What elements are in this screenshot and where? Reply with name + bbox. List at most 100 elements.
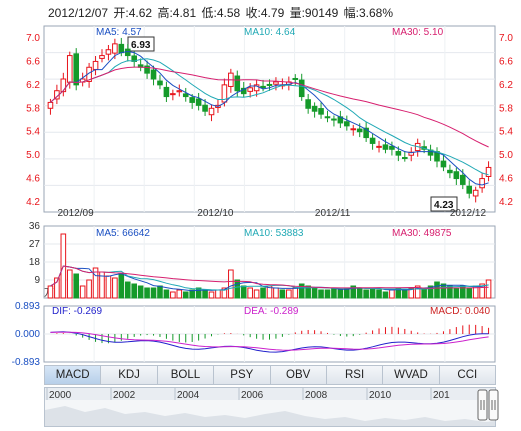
- price-ytick-right: 4.2: [499, 197, 513, 208]
- stock-chart[interactable]: MA5: 4.57 MA10: 4.64 MA30: 5.10 MA5: 666…: [0, 0, 521, 365]
- volume-bar: [318, 289, 324, 299]
- price-ytick-left: 4.6: [26, 174, 40, 185]
- price-ytick-left: 6.2: [26, 80, 40, 91]
- price-ytick-right: 6.6: [499, 56, 513, 67]
- price-ma5-line: [50, 50, 489, 186]
- price-ma5-label: MA5: 4.57: [96, 27, 142, 38]
- price-ytick-left: 5.8: [26, 103, 40, 114]
- volume-moving-averages: [50, 265, 489, 292]
- dif-label: DIF: -0.269: [52, 306, 102, 317]
- price-ytick-left: 7.0: [26, 33, 40, 44]
- timeline-year-label: 2008: [305, 390, 328, 401]
- vol-ytick: 9: [34, 275, 40, 286]
- volume-bar: [324, 289, 331, 299]
- timeline-svg: 2000 2002 2004 2006 2008 2010 201: [45, 388, 495, 426]
- quote-volume: 量:90149: [289, 6, 339, 20]
- vol-ytick: 18: [29, 257, 41, 268]
- volume-bar: [434, 281, 440, 299]
- volume-bar: [311, 287, 318, 299]
- vol-ma30-line: [50, 265, 489, 289]
- quote-open: 开:4.62: [113, 6, 153, 20]
- volume-bar: [170, 291, 176, 299]
- price-panel: [43, 25, 496, 213]
- tab-macd[interactable]: MACD: [44, 365, 102, 385]
- candle-body: [247, 87, 253, 92]
- candle-body: [479, 178, 485, 189]
- price-ytick-left: 6.6: [26, 56, 40, 67]
- volume-bar: [131, 283, 137, 299]
- candle-body: [266, 83, 273, 86]
- price-ytick-right: 4.6: [499, 174, 513, 185]
- timeline-navigator[interactable]: 2000 2002 2004 2006 2008 2010 201: [44, 387, 496, 427]
- candle-body: [144, 65, 150, 74]
- candle-body: [459, 174, 466, 185]
- volume-bar: [92, 267, 99, 299]
- tab-kdj[interactable]: KDJ: [101, 365, 158, 385]
- volume-bar: [228, 269, 234, 299]
- timeline-year-label: 2006: [241, 390, 264, 401]
- candle-body: [363, 127, 369, 139]
- candlesticks: [47, 37, 492, 203]
- price-ytick-right: 7.0: [499, 33, 513, 44]
- max-callout-text: 6.93: [131, 40, 151, 51]
- timeline-year-label: 2000: [49, 390, 72, 401]
- quote-low: 低:4.58: [201, 6, 241, 20]
- candle-body: [208, 107, 215, 116]
- max-callout: 6.93: [127, 36, 155, 52]
- candle-body: [440, 160, 447, 168]
- timeline-year-label: 2004: [177, 390, 200, 401]
- volume-bar: [453, 287, 460, 299]
- candle-body: [273, 81, 279, 85]
- price-ytick-left: 4.2: [26, 197, 40, 208]
- volume-bar: [402, 289, 408, 299]
- tab-wvad[interactable]: WVAD: [383, 365, 440, 385]
- candle-body: [92, 60, 99, 70]
- candle-body: [221, 84, 228, 103]
- tab-rsi[interactable]: RSI: [326, 365, 384, 385]
- volume-bar: [279, 289, 286, 299]
- quote-header: 2012/12/07 开:4.62 高:4.81 低:4.58 收:4.79 量…: [48, 4, 395, 21]
- volume-bar: [350, 285, 357, 299]
- tab-boll[interactable]: BOLL: [157, 365, 215, 385]
- volume-bar: [376, 289, 382, 299]
- volume-bar: [157, 285, 163, 299]
- candle-body: [376, 145, 382, 148]
- candle-body: [118, 43, 125, 54]
- volume-bar: [137, 285, 144, 299]
- price-ytick-right: 5.0: [499, 150, 513, 161]
- tab-cci[interactable]: CCI: [439, 365, 496, 385]
- volume-bar: [47, 285, 54, 299]
- dea-label: DEA: -0.289: [244, 306, 299, 317]
- volume-bar: [105, 275, 112, 299]
- candle-body: [344, 121, 350, 127]
- min-callout-text: 4.23: [434, 200, 454, 211]
- candle-body: [350, 128, 357, 131]
- candle-body: [163, 86, 170, 98]
- volume-bar: [273, 287, 279, 299]
- volume-bar: [66, 269, 73, 299]
- volume-bar: [286, 289, 292, 299]
- candle-body: [124, 48, 131, 57]
- volume-bar: [382, 291, 389, 299]
- candle-body: [260, 85, 266, 89]
- volume-bar: [112, 277, 118, 299]
- candle-body: [382, 144, 389, 150]
- volume-bar: [356, 287, 363, 299]
- tab-obv[interactable]: OBV: [270, 365, 327, 385]
- tab-psy[interactable]: PSY: [214, 365, 271, 385]
- volume-bars: [47, 233, 492, 299]
- timeline-drag-handle[interactable]: [477, 388, 499, 428]
- volume-bar: [144, 287, 150, 299]
- volume-bar: [305, 285, 311, 299]
- macd-ytick: 0.893: [15, 301, 40, 312]
- candle-body: [389, 145, 395, 150]
- candle-body: [356, 128, 363, 133]
- macd-value-label: MACD: 0.040: [430, 306, 490, 317]
- candle-body: [176, 90, 183, 93]
- candle-body: [234, 75, 241, 92]
- volume-bar: [440, 283, 447, 299]
- candle-body: [447, 169, 453, 174]
- price-moving-averages: [50, 50, 489, 186]
- candle-body: [73, 53, 80, 86]
- price-xtick: 2012/12: [450, 208, 487, 219]
